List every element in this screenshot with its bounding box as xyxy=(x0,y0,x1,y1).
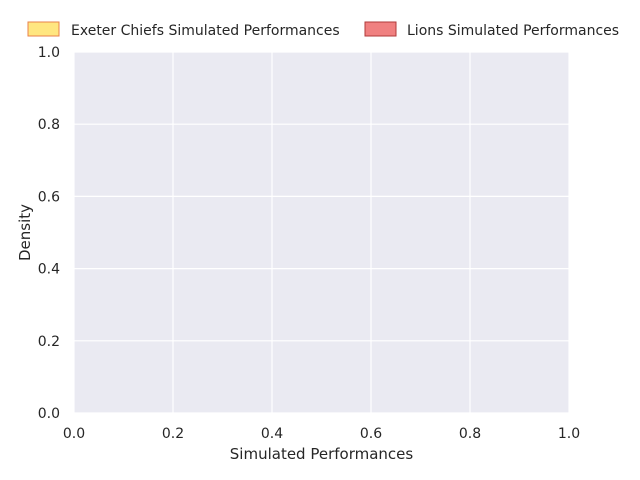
legend: Exeter Chiefs Simulated Performances Lio… xyxy=(27,21,619,39)
y-tick-label: 0.4 xyxy=(38,262,60,278)
x-tick-label: 0.8 xyxy=(459,426,481,442)
y-axis-label: Density xyxy=(16,204,34,261)
y-tick-label: 0.6 xyxy=(38,189,60,205)
x-tick-label: 1.0 xyxy=(558,426,580,442)
x-tick-label: 0.0 xyxy=(63,426,85,442)
y-tick-label: 0.8 xyxy=(38,117,60,133)
plot-area xyxy=(74,52,569,413)
legend-swatch-lions xyxy=(364,21,397,37)
x-tick-label: 0.4 xyxy=(261,426,283,442)
y-tick-label: 0.0 xyxy=(38,406,60,422)
x-axis-label: Simulated Performances xyxy=(230,445,414,463)
x-tick-label: 0.2 xyxy=(162,426,184,442)
x-tick-label: 0.6 xyxy=(360,426,382,442)
y-tick-label: 0.2 xyxy=(38,334,60,350)
x-axis-ticks: 0.0 0.2 0.4 0.6 0.8 1.0 xyxy=(63,426,580,442)
legend-swatch-exeter xyxy=(27,21,60,37)
y-tick-label: 1.0 xyxy=(38,45,60,61)
grid-lines xyxy=(73,51,570,414)
y-axis-ticks: 0.0 0.2 0.4 0.6 0.8 1.0 xyxy=(38,45,60,422)
legend-label-lions: Lions Simulated Performances xyxy=(407,23,619,39)
legend-label-exeter: Exeter Chiefs Simulated Performances xyxy=(71,23,340,39)
